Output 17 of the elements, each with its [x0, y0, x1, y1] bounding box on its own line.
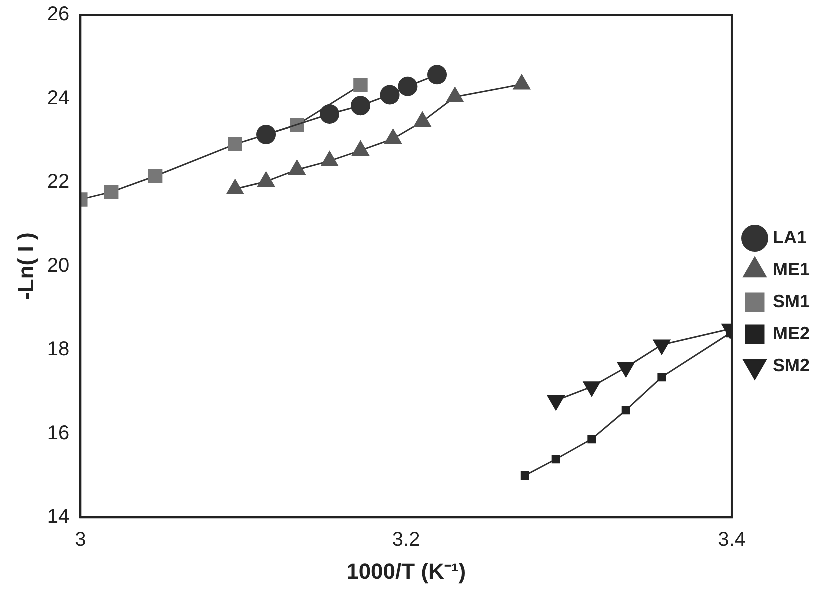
x-tick-label: 3	[75, 529, 86, 552]
y-axis-title: -Ln( I )	[13, 232, 38, 300]
x-axis-title: 1000/T (K⁻¹)	[346, 558, 466, 584]
y-tick-label: 20	[47, 254, 70, 277]
legend-label: ME2	[772, 323, 810, 344]
y-tick-label: 22	[47, 171, 70, 194]
x-tick-label: 3.4	[718, 529, 746, 552]
y-tick-label: 24	[47, 87, 70, 110]
y-tick-label: 26	[47, 4, 70, 26]
y-tick-label: 18	[47, 338, 70, 361]
legend-label: SM2	[772, 355, 810, 376]
legend-label: LA1	[772, 227, 808, 248]
y-tick-label: 14	[47, 506, 70, 528]
y-tick-label: 16	[47, 422, 70, 444]
x-tick-label: 3.2	[392, 529, 420, 552]
legend-label: SM1	[772, 291, 810, 312]
legend-label: ME1	[772, 259, 810, 280]
